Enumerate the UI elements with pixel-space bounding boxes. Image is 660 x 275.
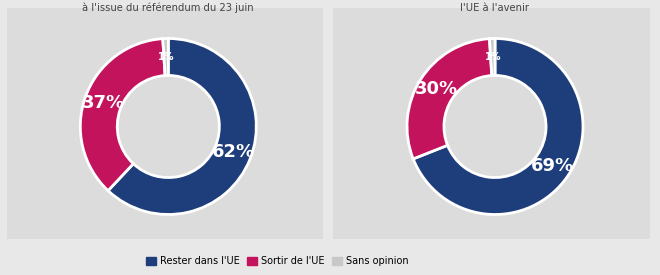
Title: 62% des Français interrogés souhaitent que le
Royaume-Uni reste dans l'UE
à l'is: 62% des Français interrogés souhaitent q… xyxy=(52,0,284,13)
Legend: Rester dans l'UE, Sortir de l'UE, Sans opinion: Rester dans l'UE, Sortir de l'UE, Sans o… xyxy=(142,252,412,270)
Title: 69% des Français interrogés
souhaitent que la France reste dans
l'UE à l'avenir: 69% des Français interrogés souhaitent q… xyxy=(405,0,585,13)
Wedge shape xyxy=(490,39,495,76)
Wedge shape xyxy=(81,39,165,191)
Text: 69%: 69% xyxy=(531,156,574,175)
Text: 1%: 1% xyxy=(158,52,174,62)
FancyBboxPatch shape xyxy=(324,1,659,246)
Wedge shape xyxy=(163,39,168,76)
Text: 62%: 62% xyxy=(211,143,255,161)
Text: 37%: 37% xyxy=(81,94,125,112)
Wedge shape xyxy=(108,39,256,214)
Wedge shape xyxy=(413,39,583,214)
Wedge shape xyxy=(407,39,492,159)
FancyBboxPatch shape xyxy=(0,1,333,246)
Text: 1%: 1% xyxy=(484,52,501,62)
Text: 30%: 30% xyxy=(414,80,458,98)
